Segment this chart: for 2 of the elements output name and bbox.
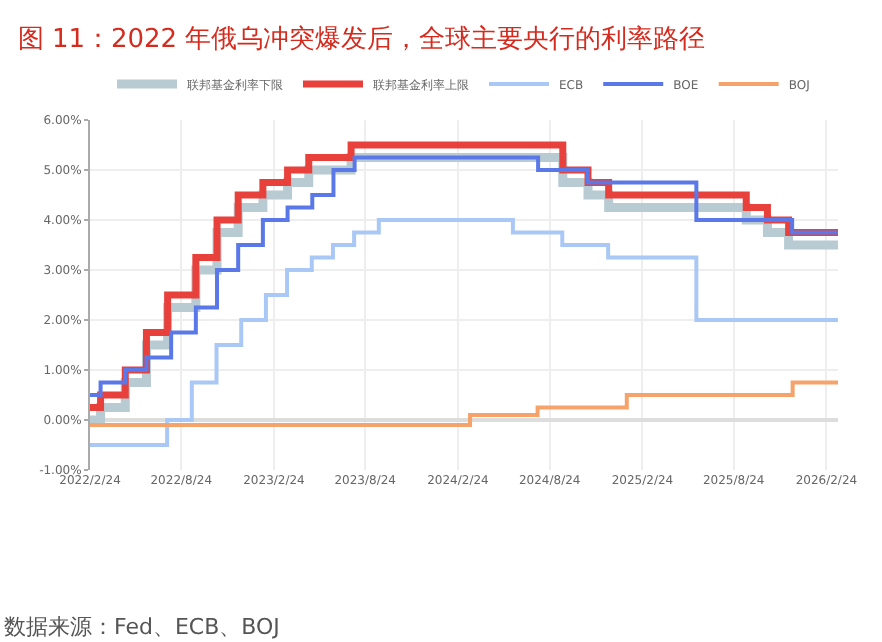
source-note: 数据来源：Fed、ECB、BOJ xyxy=(4,614,280,640)
chart-title: 图 11：2022 年俄乌冲突爆发后，全球主要央行的利率路径 xyxy=(17,23,706,56)
